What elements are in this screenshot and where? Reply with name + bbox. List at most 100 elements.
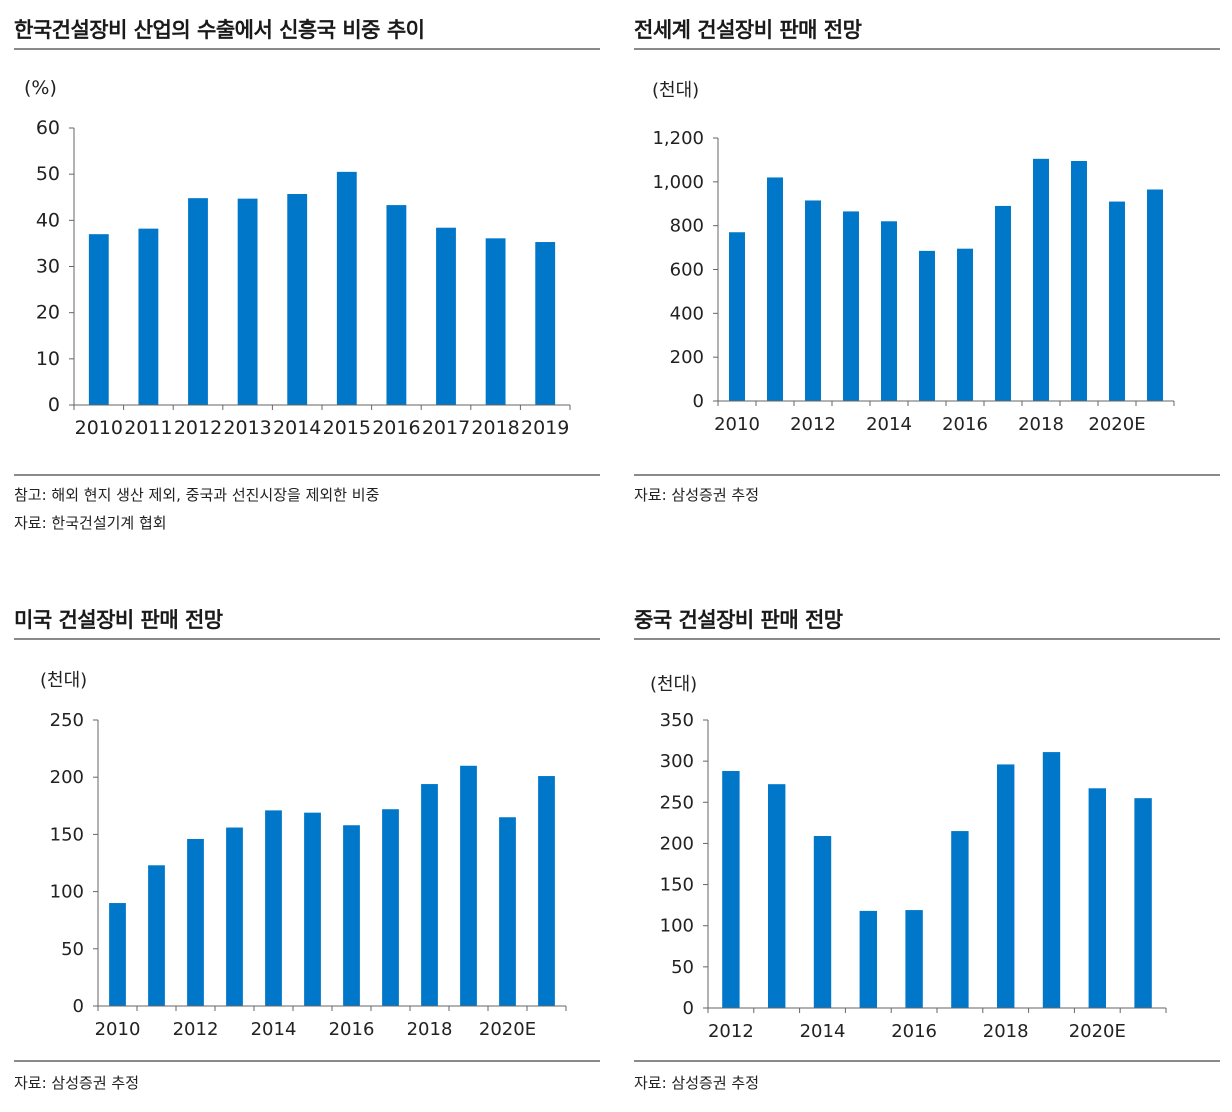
x-tick-label: 2012	[790, 414, 836, 435]
bar	[109, 903, 126, 1006]
bar	[957, 248, 973, 401]
y-tick-label: 0	[48, 394, 60, 416]
x-tick-label: 2010	[95, 1019, 141, 1040]
y-tick-label: 100	[50, 882, 84, 903]
bar	[905, 910, 923, 1008]
title-divider	[634, 638, 1220, 640]
y-tick-label: 150	[50, 824, 84, 845]
y-tick-label: 350	[660, 710, 694, 731]
bar	[805, 200, 821, 401]
x-tick-label: 2012	[708, 1021, 754, 1042]
bar	[995, 205, 1011, 401]
bar	[343, 825, 360, 1006]
bar	[881, 221, 897, 401]
x-tick-label: 2013	[223, 417, 271, 439]
x-tick-label: 2016	[942, 414, 988, 435]
y-tick-label: 600	[670, 260, 704, 281]
y-tick-label: 1,000	[652, 172, 704, 193]
y-tick-label: 400	[670, 303, 704, 324]
x-tick-label: 2020E	[1088, 414, 1145, 435]
y-tick-label: 50	[61, 939, 84, 960]
bar	[187, 838, 204, 1006]
notes-divider	[14, 474, 600, 476]
chart-note: 참고: 해외 현지 생산 제외, 중국과 선진시장을 제외한 비중	[14, 486, 380, 504]
y-tick-label: 300	[660, 751, 694, 772]
bar	[386, 205, 407, 405]
bar	[485, 238, 506, 405]
bar	[951, 831, 969, 1008]
bar	[265, 810, 282, 1006]
y-unit-label: (%)	[24, 77, 57, 99]
x-tick-label: 2014	[251, 1019, 297, 1040]
bar	[813, 836, 832, 1008]
bar	[538, 776, 555, 1006]
y-unit-label: (천대)	[652, 80, 699, 101]
bar	[535, 242, 556, 405]
y-tick-label: 60	[36, 117, 60, 139]
x-tick-label: 2018	[407, 1019, 453, 1040]
bar	[336, 171, 357, 405]
x-tick-label: 2014	[273, 417, 321, 439]
x-tick-label: 2016	[372, 417, 420, 439]
chart-panel-2: 전세계 건설장비 판매 전망 (천대) 0 200 400 600 800 1,000 1,2…	[634, 14, 1220, 534]
y-tick-label: 0	[683, 998, 694, 1019]
x-tick-label: 2019	[521, 417, 569, 439]
y-tick-label: 50	[671, 957, 694, 978]
chart-title: 미국 건설장비 판매 전망	[14, 608, 223, 632]
chart-source: 자료: 한국건설기계 협회	[14, 514, 167, 532]
bar	[421, 784, 438, 1006]
x-tick-label: 2016	[891, 1021, 937, 1042]
y-tick-label: 50	[36, 163, 60, 185]
x-tick-label: 2012	[174, 417, 222, 439]
chart-source: 자료: 삼성증권 추정	[634, 1074, 759, 1092]
x-tick-label: 2014	[800, 1021, 846, 1042]
notes-divider	[634, 474, 1220, 476]
y-tick-label: 150	[660, 875, 694, 896]
chart-panel-4: 중국 건설장비 판매 전망 (천대) 0 50 100 150 200 250 300 350 2…	[634, 604, 1220, 1104]
title-divider	[14, 638, 600, 640]
bar-chart: (천대) 0 50 100 150 200 250 300 350 2012 2014 2016 201…	[650, 674, 1167, 1042]
x-tick-label: 2020E	[1069, 1021, 1126, 1042]
notes-divider	[14, 1060, 600, 1062]
y-unit-label: (천대)	[650, 674, 697, 695]
bar	[148, 865, 165, 1006]
x-tick-label: 2010	[714, 414, 760, 435]
x-tick-label: 2015	[323, 417, 371, 439]
bar	[1109, 201, 1125, 401]
title-divider	[14, 48, 600, 50]
bar	[843, 211, 859, 401]
bar	[859, 910, 878, 1008]
bar	[1088, 788, 1107, 1008]
y-tick-label: 1,200	[652, 128, 704, 149]
x-tick-label: 2018	[983, 1021, 1029, 1042]
bar-chart: (천대) 0 50 100 150 200 250 2010 2012 2014 2016 2018 2…	[40, 670, 567, 1040]
y-tick-label: 800	[670, 216, 704, 237]
y-tick-label: 30	[36, 256, 60, 278]
bar	[996, 764, 1015, 1008]
bar	[729, 232, 745, 401]
bar	[436, 227, 456, 405]
chart-title: 중국 건설장비 판매 전망	[634, 608, 843, 632]
bar	[138, 228, 159, 405]
x-tick-label: 2014	[866, 414, 912, 435]
y-tick-label: 200	[50, 767, 84, 788]
bar	[287, 194, 308, 405]
y-tick-label: 0	[73, 996, 84, 1017]
title-divider	[634, 48, 1220, 50]
y-tick-label: 20	[36, 302, 60, 324]
bar	[1033, 158, 1049, 401]
x-tick-label: 2012	[173, 1019, 219, 1040]
bar-chart: (%) 0 10 20 30 40 50 60 2010 2011 2012 2013 2014 2015…	[24, 77, 571, 439]
x-tick-label: 2020E	[479, 1019, 536, 1040]
y-tick-label: 200	[670, 347, 704, 368]
chart-title: 한국건설장비 산업의 수출에서 신흥국 비중 추이	[14, 18, 425, 42]
bar	[382, 809, 399, 1006]
chart-panel-3: 미국 건설장비 판매 전망 (천대) 0 50 100 150 200 250 2010 201…	[14, 604, 600, 1104]
x-tick-label: 2017	[422, 417, 470, 439]
bar	[767, 784, 786, 1008]
bar	[722, 771, 740, 1008]
bar	[1071, 161, 1087, 401]
bar	[919, 250, 935, 401]
bar	[767, 177, 783, 401]
y-tick-label: 100	[660, 916, 694, 937]
